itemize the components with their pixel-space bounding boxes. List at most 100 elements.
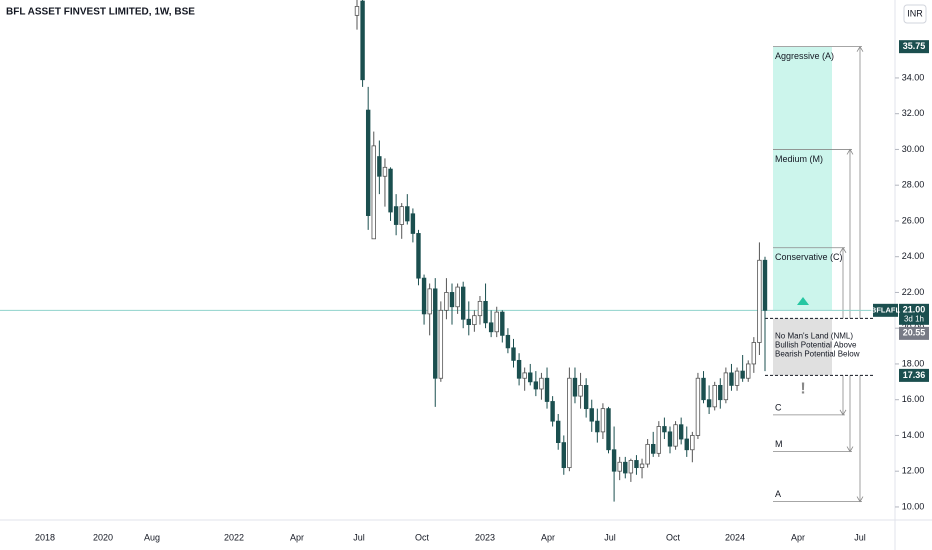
x-tick-label: Jul (604, 532, 616, 542)
candle-body (528, 372, 533, 383)
arrow-head (856, 496, 864, 503)
y-tick-label: 18.00 (902, 358, 925, 368)
currency[interactable]: INR (907, 8, 923, 18)
level-tag: 35.75 (903, 41, 926, 51)
candle-body (690, 435, 695, 451)
candle-body (701, 377, 706, 401)
y-tick-label: 30.00 (902, 144, 925, 154)
candle-body (539, 377, 544, 390)
level-tag: 20.55 (903, 328, 926, 338)
arrow-head (839, 246, 847, 253)
candle-body (645, 443, 650, 465)
candle-body (421, 277, 427, 315)
candle-body (460, 286, 466, 320)
candle-body (639, 463, 645, 469)
arrow-head (839, 409, 847, 416)
candle-body (416, 233, 421, 279)
candle-body (734, 370, 740, 386)
x-tick-label: Aug (144, 532, 160, 542)
nml-zone (773, 318, 832, 376)
x-tick-label: Jul (854, 532, 866, 542)
candle-body (740, 370, 745, 379)
candle-body (673, 424, 678, 447)
candle-body (393, 206, 399, 225)
y-tick-label: 16.00 (902, 394, 925, 404)
currency-box[interactable] (903, 4, 927, 24)
symbol-label: BFLAFL (871, 305, 901, 314)
candle-body (511, 347, 516, 361)
candle-body (360, 0, 365, 81)
candle-body (572, 377, 578, 397)
nml-marker: ! (800, 381, 805, 398)
candle-body (678, 424, 684, 440)
candle-body (606, 408, 611, 451)
candle-body (399, 206, 404, 225)
x-tick-label: 2022 (224, 532, 244, 542)
candle-body (617, 461, 622, 472)
upside-target-label: Aggressive (A) (775, 51, 834, 61)
candle-body (595, 420, 600, 433)
candle-body (365, 109, 371, 216)
candle-body (712, 384, 717, 408)
downside-target-label: M (775, 439, 783, 449)
candle-body (433, 288, 438, 379)
y-tick-label: 32.00 (902, 108, 925, 118)
last-price-box (899, 303, 929, 325)
arrow-head (846, 148, 854, 155)
nml-text: Bullish Potential Above (775, 340, 857, 349)
y-tick-label: 14.00 (902, 430, 925, 440)
candle-body (634, 460, 639, 469)
candle-body (438, 309, 444, 379)
candle-body (589, 408, 594, 422)
candle-body (516, 359, 522, 379)
candle-body (483, 300, 488, 324)
candle-body (578, 384, 583, 397)
x-tick-label: 2023 (475, 532, 495, 542)
candle-body (382, 166, 388, 177)
upside-target-label: Medium (M) (775, 154, 823, 164)
candle-body (494, 311, 499, 333)
candle-body (371, 145, 376, 240)
candle-body (718, 384, 723, 401)
candle-body (684, 438, 689, 451)
x-tick-label: Oct (415, 532, 430, 542)
y-tick-label: 26.00 (902, 215, 925, 225)
candle-body (466, 318, 471, 326)
candle-body (662, 426, 667, 433)
candle-body (544, 377, 550, 402)
y-tick-label: 12.00 (902, 466, 925, 476)
last-price-label: 21.00 (903, 305, 926, 315)
arrow-head (846, 446, 854, 453)
y-tick-label: 34.00 (902, 72, 925, 82)
candle-body (556, 420, 561, 443)
candle-body (762, 259, 768, 311)
y-tick-label: 10.00 (902, 501, 925, 511)
level-tag-box (899, 368, 929, 382)
candle-body (567, 377, 572, 469)
candle-body (751, 342, 757, 365)
candle-body (405, 206, 410, 222)
countdown: 3d 1h (904, 314, 924, 323)
candle-body (757, 259, 762, 343)
candle-body (410, 213, 416, 234)
candle-body (723, 372, 729, 401)
y-tick-label: 24.00 (902, 251, 925, 261)
chart-title: BFL ASSET FINVEST LIMITED, 1W, BSE (6, 7, 195, 18)
downside-target-label: C (775, 402, 782, 412)
nml-text: Bearish Potential Below (775, 349, 860, 358)
candle-body (472, 315, 477, 326)
candle-body (354, 6, 360, 16)
candle-body (628, 460, 634, 474)
candle-body (651, 443, 656, 454)
candle-body (746, 363, 751, 379)
candle-body (667, 431, 673, 447)
candle-body (550, 401, 555, 422)
candle-body (455, 286, 460, 308)
candle-body (488, 322, 494, 333)
candle-body (623, 461, 628, 474)
x-tick-label: Oct (666, 532, 681, 542)
x-tick-label: Apr (290, 532, 304, 542)
bullish-marker (797, 297, 809, 305)
x-tick-label: 2018 (35, 532, 55, 542)
level-tag-box (899, 40, 929, 54)
